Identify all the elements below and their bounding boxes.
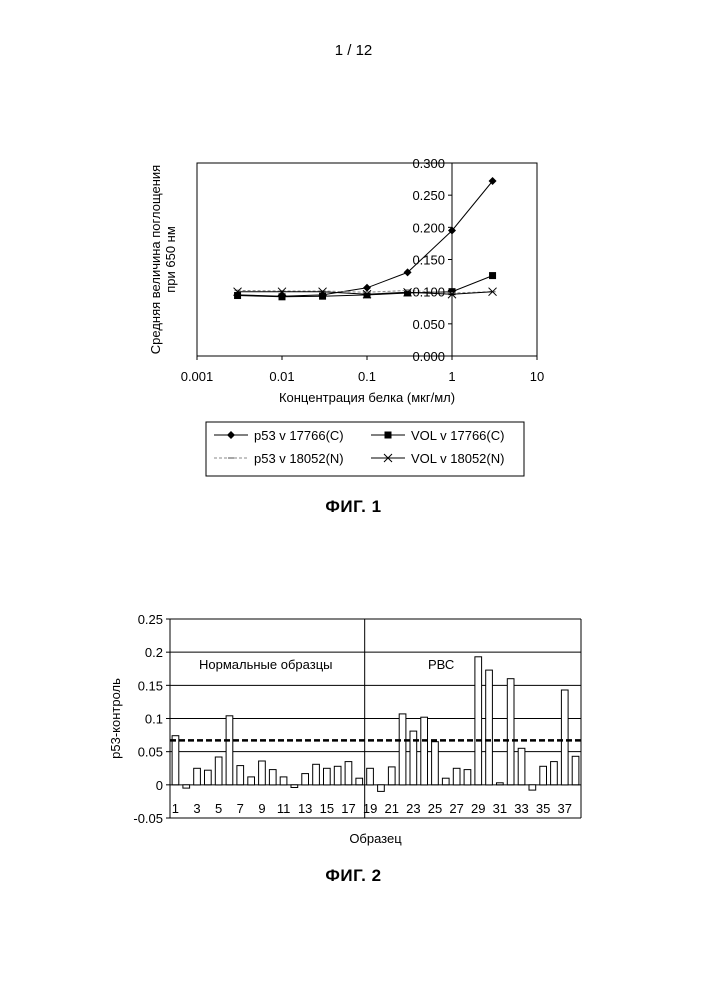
series-1-point — [363, 284, 371, 292]
group-label-pvc: РВС — [428, 657, 454, 672]
bar — [507, 679, 514, 785]
series-2-point — [234, 292, 241, 299]
y-tick-label: 0.150 — [412, 253, 445, 268]
bar — [259, 761, 266, 785]
bar — [237, 766, 244, 785]
bar — [378, 785, 385, 792]
x-tick-label: 0.001 — [181, 369, 214, 384]
bar — [291, 785, 298, 788]
x-tick-label: 25 — [428, 801, 442, 816]
plot-area-border — [197, 163, 537, 356]
y-axis-label: p53-контроль — [108, 678, 123, 759]
x-tick-label: 23 — [406, 801, 420, 816]
bar — [302, 774, 309, 785]
x-axis-label: Концентрация белка (мкг/мл) — [279, 390, 455, 405]
y-axis-label-line: при 650 нм — [163, 226, 178, 293]
series-line-1 — [238, 181, 493, 296]
bar — [540, 766, 547, 785]
x-tick-label: 33 — [514, 801, 528, 816]
x-tick-label: 1 — [448, 369, 455, 384]
y-tick-label: 0 — [156, 778, 163, 793]
bar — [215, 757, 222, 785]
x-tick-label: 0.1 — [358, 369, 376, 384]
bar — [388, 767, 395, 785]
x-tick-label: 7 — [237, 801, 244, 816]
figure-1-caption: ФИГ. 1 — [0, 497, 707, 517]
legend-entry-4: VOL v 18052(N) — [411, 451, 504, 466]
series-2-point — [489, 272, 496, 279]
y-tick-label: 0.300 — [412, 156, 445, 171]
legend-marker-2 — [385, 432, 392, 439]
bar — [183, 785, 190, 788]
bar — [356, 778, 363, 785]
x-tick-label: 11 — [277, 801, 291, 816]
bar — [453, 768, 460, 785]
bar — [421, 717, 428, 785]
x-tick-label: 19 — [363, 801, 377, 816]
x-tick-label: 35 — [536, 801, 550, 816]
x-tick-label: 15 — [320, 801, 334, 816]
x-tick-label: 0.01 — [269, 369, 294, 384]
x-tick-label: 10 — [530, 369, 544, 384]
x-axis-label: Образец — [349, 831, 402, 846]
group-label-normal: Нормальные образцы — [199, 657, 332, 672]
y-tick-label: 0.200 — [412, 220, 445, 235]
x-tick-label: 9 — [258, 801, 265, 816]
bar — [367, 768, 374, 785]
figure-2-caption: ФИГ. 2 — [0, 866, 707, 886]
x-tick-label: 31 — [493, 801, 507, 816]
legend-entry-2: VOL v 17766(C) — [411, 428, 504, 443]
y-tick-label: -0.05 — [133, 811, 163, 826]
x-tick-label: 29 — [471, 801, 485, 816]
bar — [172, 736, 179, 785]
legend-entry-1: p53 v 17766(C) — [254, 428, 344, 443]
bar — [205, 770, 212, 785]
y-tick-label: 0.2 — [145, 645, 163, 660]
bar — [518, 748, 525, 785]
bar — [226, 716, 233, 785]
y-axis-label-line: Средняя величина поглощения — [148, 165, 163, 354]
bar — [324, 768, 331, 785]
bar — [486, 670, 493, 785]
bar — [551, 762, 558, 785]
bar — [269, 770, 276, 785]
y-tick-label: 0.100 — [412, 285, 445, 300]
y-tick-label: 0.050 — [412, 317, 445, 332]
y-tick-label: 0.1 — [145, 712, 163, 727]
bar — [194, 768, 201, 785]
x-tick-label: 17 — [341, 801, 355, 816]
bar — [442, 778, 449, 785]
bar — [334, 766, 341, 785]
bar — [313, 764, 320, 785]
x-tick-label: 21 — [384, 801, 398, 816]
legend-entry-3: p53 v 18052(N) — [254, 451, 344, 466]
y-tick-label: 0.250 — [412, 188, 445, 203]
y-tick-label: 0.000 — [412, 349, 445, 364]
bar — [475, 657, 482, 785]
bar — [345, 762, 352, 785]
y-tick-label: 0.15 — [138, 678, 163, 693]
bar — [529, 785, 536, 790]
y-tick-label: 0.05 — [138, 745, 163, 760]
x-tick-label: 3 — [193, 801, 200, 816]
x-tick-label: 27 — [449, 801, 463, 816]
x-tick-label: 5 — [215, 801, 222, 816]
bar — [464, 770, 471, 785]
x-tick-label: 1 — [172, 801, 179, 816]
y-tick-label: 0.25 — [138, 612, 163, 627]
bar — [561, 690, 568, 785]
bar — [248, 777, 255, 785]
figure-1-line-chart: 0.000 0.050 0.100 0.150 0.200 0.250 0.300 0.001… — [0, 0, 707, 500]
figure-2-bar-chart: 0.25 0.2 0.15 0.1 0.05 0 -0.05 Нормальные образ… — [0, 560, 707, 1000]
bar — [432, 742, 439, 785]
x-tick-label: 13 — [298, 801, 312, 816]
bar — [280, 777, 287, 785]
bar — [399, 714, 406, 785]
bar — [497, 783, 504, 785]
x-tick-label: 37 — [558, 801, 572, 816]
bar — [572, 756, 579, 785]
